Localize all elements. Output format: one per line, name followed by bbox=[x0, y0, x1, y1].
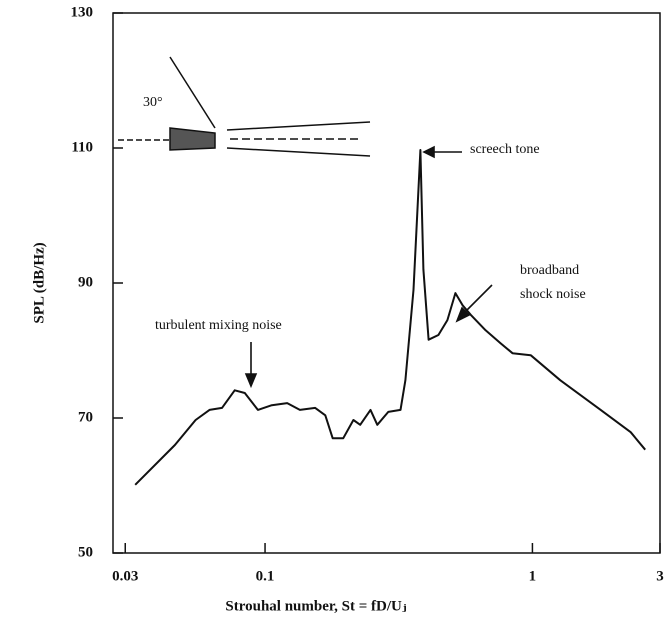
jet-edge bbox=[226, 147, 371, 157]
annotation: broadband bbox=[520, 263, 579, 278]
x-tick-label: 3 bbox=[656, 568, 664, 584]
nozzle-inset bbox=[118, 56, 371, 157]
y-axis-label: SPL (dB/Hz) bbox=[31, 242, 47, 323]
y-tick-label: 130 bbox=[71, 4, 94, 20]
annotation: shock noise bbox=[520, 287, 586, 302]
y-tick-label: 110 bbox=[71, 139, 93, 155]
x-tick-label: 1 bbox=[529, 568, 537, 584]
y-label-group: SPL (dB/Hz) bbox=[31, 242, 47, 323]
inset-label: 30° bbox=[143, 95, 163, 110]
arrow-head bbox=[244, 373, 258, 389]
plot-frame bbox=[112, 12, 661, 554]
x-axis-label: Strouhal number, St = fD/Uⱼ bbox=[225, 598, 406, 614]
angle-line bbox=[169, 56, 216, 129]
arrow-head bbox=[455, 306, 471, 323]
spectrum-line bbox=[134, 149, 646, 486]
y-tick-label: 90 bbox=[78, 274, 93, 290]
x-tick-label: 0.1 bbox=[256, 568, 275, 584]
nozzle bbox=[169, 127, 216, 151]
x-tick-label: 0.03 bbox=[112, 568, 138, 584]
y-tick-label: 70 bbox=[78, 409, 93, 425]
annotation: turbulent mixing noise bbox=[155, 318, 282, 333]
jet-edge bbox=[226, 121, 371, 131]
arrow-head bbox=[422, 145, 435, 159]
y-tick-label: 50 bbox=[78, 544, 93, 560]
arrows bbox=[244, 145, 493, 389]
annotation: screech tone bbox=[470, 142, 540, 157]
